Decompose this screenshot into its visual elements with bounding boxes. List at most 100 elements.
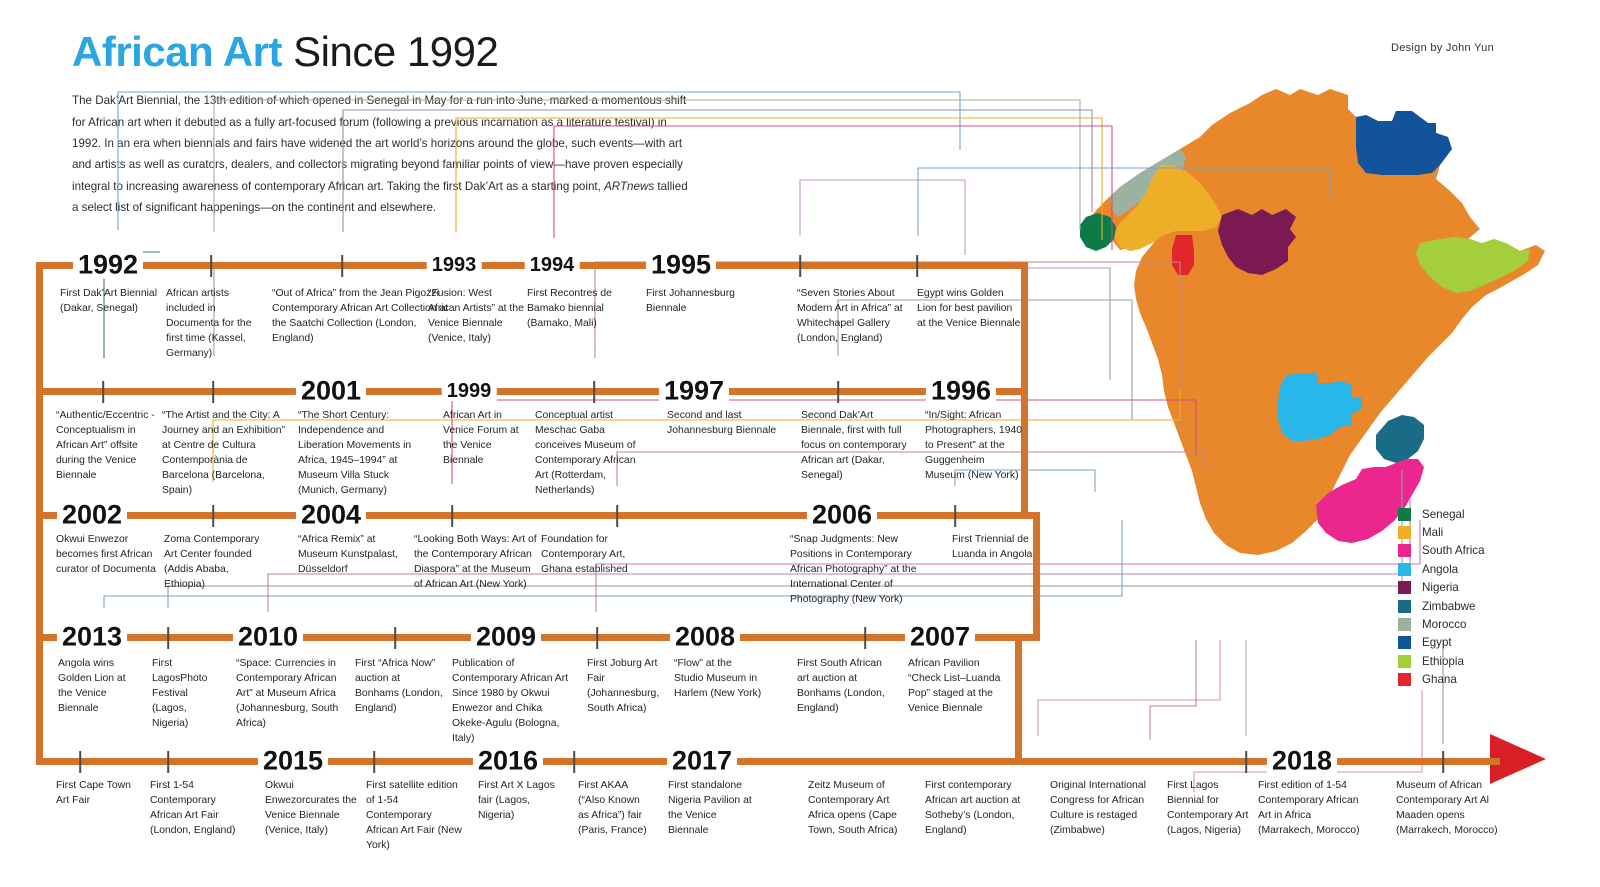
legend-item-ghana[interactable]: Ghana: [1398, 671, 1485, 689]
map-region-ghana: [1172, 235, 1194, 275]
intro-part-1: The Dak’Art Biennial, the 13th edition o…: [72, 94, 687, 193]
timeline-event: Original International Congress for Afri…: [1050, 780, 1146, 837]
legend-item-label: Senegal: [1422, 507, 1465, 521]
year-label-2001[interactable]: 2001: [295, 377, 367, 405]
legend-item-label: Ethiopia: [1422, 654, 1464, 668]
year-label-2018[interactable]: 2018: [1266, 747, 1338, 775]
timeline-event: First Triennial de Luanda in Angola: [952, 534, 1033, 561]
year-label-2015[interactable]: 2015: [257, 747, 329, 775]
legend-item-egypt[interactable]: Egypt: [1398, 634, 1485, 652]
legend-item-zimbabwe[interactable]: Zimbabwe: [1398, 597, 1485, 615]
timeline-event: Egypt wins Golden Lion for best pavilion…: [917, 288, 1021, 330]
legend-swatch-icon: [1398, 581, 1411, 595]
timeline-tick: [593, 381, 595, 403]
timeline-event: “Seven Stories About Modern Art in Afric…: [797, 288, 903, 345]
legend-item-senegal[interactable]: Senegal: [1398, 505, 1485, 523]
page-title: African Art Since 1992: [72, 29, 692, 74]
legend-item-ethiopia[interactable]: Ethiopia: [1398, 652, 1485, 670]
year-label-1993[interactable]: 1993: [426, 255, 482, 275]
timeline-tick: [799, 255, 801, 277]
legend-item-label: Ghana: [1422, 673, 1457, 687]
timeline-rail-bend: [1015, 634, 1022, 758]
year-label-1999[interactable]: 1999: [441, 381, 497, 401]
legend-swatch-icon: [1398, 562, 1411, 576]
legend-swatch-icon: [1398, 599, 1411, 613]
year-label-1992[interactable]: 1992: [72, 251, 144, 279]
timeline-tick: [210, 255, 212, 277]
timeline-event: First Recontres de Bamako biennial (Bama…: [527, 288, 612, 330]
legend-item-morocco[interactable]: Morocco: [1398, 615, 1485, 633]
legend-item-label: South Africa: [1422, 544, 1485, 558]
legend-item-label: Morocco: [1422, 618, 1467, 632]
timeline-event: “Fusion: West African Artists” at the Ve…: [428, 288, 524, 345]
map-region-egypt: [1356, 111, 1452, 175]
timeline-event: “Looking Both Ways: Art of the Contempor…: [414, 534, 537, 591]
legend-item-mali[interactable]: Mali: [1398, 523, 1485, 541]
timeline-rail: [36, 512, 1040, 519]
year-label-2004[interactable]: 2004: [295, 501, 367, 529]
timeline-tick: [1442, 751, 1444, 773]
timeline-event: “The Short Century: Independence and Lib…: [298, 410, 412, 497]
year-label-1997[interactable]: 1997: [658, 377, 730, 405]
timeline-event: Museum of African Contemporary Art Al Ma…: [1396, 780, 1498, 837]
timeline-rail: [36, 758, 1500, 765]
timeline-event: First edition of 1-54 Contemporary Afric…: [1258, 780, 1360, 837]
timeline-event: Zeitz Museum of Contemporary Art Africa …: [808, 780, 898, 837]
legend-item-label: Egypt: [1422, 636, 1452, 650]
year-label-1996[interactable]: 1996: [925, 377, 997, 405]
timeline-event: “Space: Currencies in Contemporary Afric…: [236, 658, 339, 730]
legend-item-nigeria[interactable]: Nigeria: [1398, 579, 1485, 597]
legend-swatch-icon: [1398, 507, 1411, 521]
timeline-event: “The Artist and the City: A Journey and …: [162, 410, 286, 497]
year-label-1994[interactable]: 1994: [524, 255, 580, 275]
year-label-1995[interactable]: 1995: [645, 251, 717, 279]
year-label-2013[interactable]: 2013: [56, 623, 128, 651]
year-label-2002[interactable]: 2002: [56, 501, 128, 529]
map-legend: Senegal Mali South Africa Angola Nigeria Zimb…: [1398, 505, 1485, 689]
year-label-2009[interactable]: 2009: [470, 623, 542, 651]
map-region-other: [1092, 89, 1545, 555]
year-label-2008[interactable]: 2008: [669, 623, 741, 651]
timeline-tick: [341, 255, 343, 277]
legend-item-south-africa[interactable]: South Africa: [1398, 542, 1485, 560]
legend-swatch-icon: [1398, 618, 1411, 632]
timeline-rail-bend: [1021, 262, 1028, 388]
timeline-tick: [167, 751, 169, 773]
timeline-event: First LagosPhoto Festival (Lagos, Nigeri…: [152, 658, 208, 730]
timeline-rail: [36, 388, 1028, 395]
timeline-event: First Johannesburg Biennale: [646, 288, 735, 315]
year-label-2016[interactable]: 2016: [472, 747, 544, 775]
year-label-2017[interactable]: 2017: [666, 747, 738, 775]
timeline-event: Okwui Enwezorcurates the Venice Biennale…: [265, 780, 357, 837]
timeline-event: First South African art auction at Bonha…: [797, 658, 885, 715]
year-label-2006[interactable]: 2006: [806, 501, 878, 529]
timeline-tick: [167, 627, 169, 649]
timeline-event: First contemporary African art auction a…: [925, 780, 1021, 837]
timeline-event: First satellite edition of 1-54 Contempo…: [366, 780, 462, 852]
timeline-event: “Africa Remix” at Museum Kunstpalast, Dü…: [298, 534, 398, 576]
timeline-tick: [394, 627, 396, 649]
timeline-rail-link: [1022, 634, 1040, 641]
year-label-2010[interactable]: 2010: [232, 623, 304, 651]
timeline-event: “In/Sight: African Photographers, 1940 t…: [925, 410, 1023, 482]
timeline-event: Second Dak’Art Biennale, first with full…: [801, 410, 907, 482]
year-label-2007[interactable]: 2007: [904, 623, 976, 651]
timeline-event: Zoma Contemporary Art Center founded (Ad…: [164, 534, 260, 591]
legend-swatch-icon: [1398, 526, 1411, 540]
timeline-event: Publication of Contemporary African Art …: [452, 658, 569, 745]
africa-map: [1000, 75, 1600, 635]
timeline-event: “Authentic/Eccentric - Conceptualism in …: [56, 410, 155, 482]
timeline-end-arrow-icon: [1490, 734, 1546, 784]
legend-item-angola[interactable]: Angola: [1398, 560, 1485, 578]
timeline-tick: [916, 255, 918, 277]
timeline-tick: [212, 381, 214, 403]
intro-italic: ARTnews: [604, 179, 655, 193]
legend-item-label: Zimbabwe: [1422, 599, 1476, 613]
timeline-event: First Joburg Art Fair (Johannesburg, Sou…: [587, 658, 660, 715]
timeline-tick: [451, 505, 453, 527]
timeline-event: African Art in Venice Forum at the Venic…: [443, 410, 519, 467]
legend-swatch-icon: [1398, 673, 1411, 687]
timeline-tick: [954, 505, 956, 527]
design-credit: Design by John Yun: [1390, 42, 1494, 54]
